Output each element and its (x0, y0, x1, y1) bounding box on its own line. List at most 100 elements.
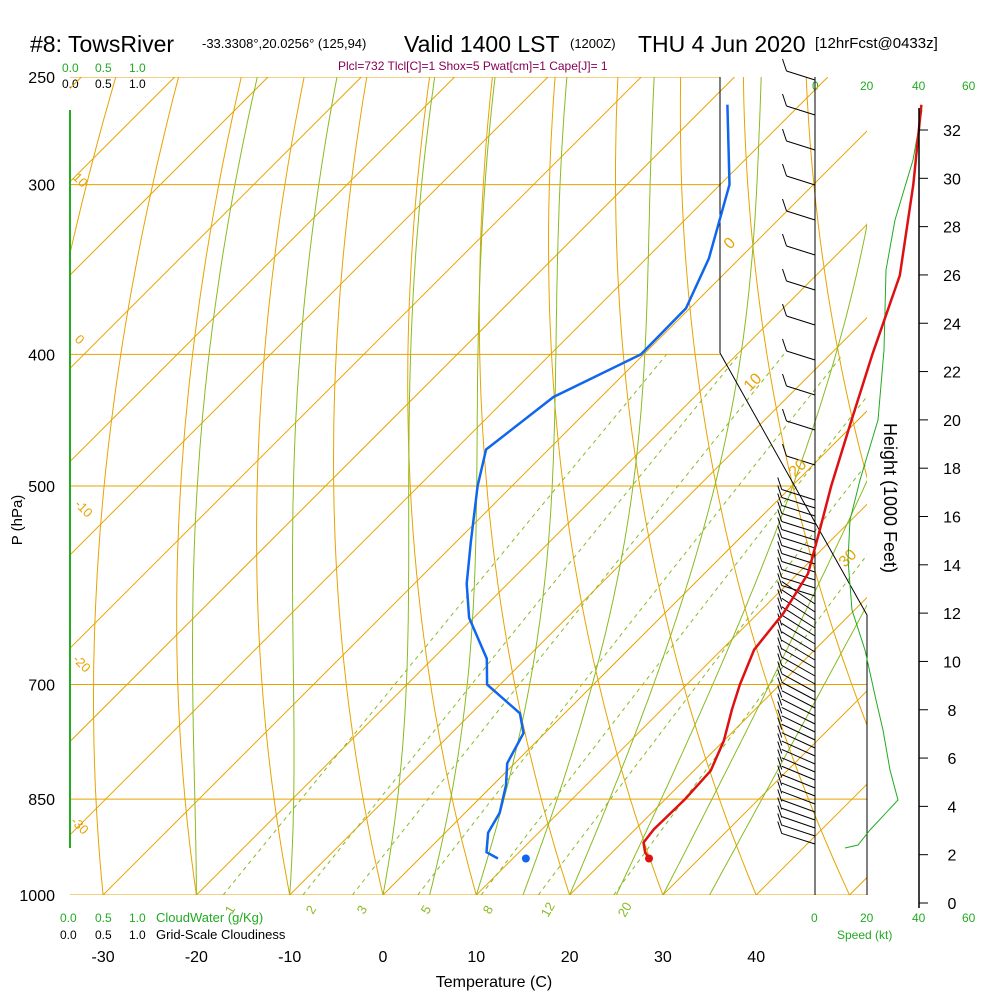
wind-barb-staff (781, 665, 816, 685)
wind-barb-flag (777, 645, 783, 658)
wind-barb-staff (781, 537, 816, 549)
wind-barb-flag (777, 725, 783, 738)
pressure-tick-label: 300 (28, 178, 55, 195)
speed-bottom-20: 20 (860, 911, 874, 925)
wind-barb-flag (782, 443, 787, 457)
height-tick-label: 32 (943, 123, 961, 140)
wind-barb (782, 408, 816, 431)
dry-adiabat-line (742, 77, 867, 727)
dry-adiabat-line (615, 77, 757, 895)
sounding-profiles (465, 104, 923, 863)
height-tick-label: 16 (943, 510, 961, 527)
wind-barb-staff (781, 623, 816, 645)
wind-barb (782, 128, 816, 151)
cloud-scale-bottom-0: 0.0 (60, 911, 77, 925)
wind-barb-flag (777, 781, 783, 794)
mixing-ratio-line (222, 353, 668, 895)
moist-adiabat-line (192, 77, 258, 895)
moist-adiabat-line (382, 77, 436, 895)
y-axis-label: P (hPa) (9, 495, 26, 546)
cloud-scale-top-0: 0.0 (62, 61, 79, 75)
cloudiness-scale-top-2: 1.0 (129, 77, 146, 91)
forecast-date: THU 4 Jun 2020 (638, 31, 805, 57)
wind-barb-flag (782, 338, 787, 352)
speed-bottom-40: 40 (912, 911, 926, 925)
wind-barb-staff (781, 681, 816, 701)
wind-barb (777, 485, 816, 509)
wind-barb-staff (781, 757, 816, 773)
wind-barb-flag (777, 813, 783, 826)
wind-barb (777, 501, 816, 525)
wind-barb (777, 557, 816, 581)
wind-barb-staff (786, 420, 816, 431)
wind-barb-staff (781, 639, 816, 661)
wind-barb-flag (777, 653, 783, 666)
wind-barb-flag (777, 493, 783, 506)
moist-adiabat-line (289, 77, 338, 895)
isotherm-line (849, 876, 867, 895)
wind-barb (777, 477, 816, 501)
wind-barb-staff (781, 581, 816, 605)
mixing-label-20: 20 (615, 899, 635, 919)
height-tick-label: 28 (943, 220, 961, 237)
wind-barb-staff (781, 790, 816, 805)
moist-adiabat-line (569, 77, 762, 895)
mixing-label-12: 12 (538, 899, 558, 919)
wind-barb (777, 677, 816, 701)
moist-adiabat-line (475, 77, 568, 895)
height-tick-label: 4 (948, 799, 957, 816)
speed-top-40: 40 (912, 79, 926, 93)
wind-barb (777, 597, 816, 621)
wind-barb-flag (782, 408, 787, 422)
wind-barb (782, 93, 816, 116)
wind-barb-staff (786, 140, 816, 151)
wind-barb-flag (777, 685, 783, 698)
wind-barb-staff (781, 569, 816, 581)
wind-barb-flag (782, 58, 787, 72)
temperature-tick-label: 40 (747, 949, 765, 966)
wind-barb-flag (777, 637, 783, 650)
wind-barb-staff (781, 824, 816, 837)
cloud-scale-top: 0.0 0.5 1.0 0.0 0.5 1.0 (62, 61, 146, 91)
zulu-time: (1200Z) (570, 36, 616, 51)
isotherm-line (70, 77, 455, 463)
temperature-tick-label: 20 (561, 949, 579, 966)
wind-barb (782, 303, 816, 326)
speed-label: Speed (kt) (837, 928, 892, 942)
mixing-ratio-line (537, 462, 867, 895)
wind-barb (777, 669, 816, 693)
dry-adiabat-line (332, 77, 384, 895)
wind-barb (777, 493, 816, 517)
wind-barb-staff (786, 315, 816, 326)
wind-barb (777, 629, 816, 653)
wind-barb (777, 797, 816, 821)
wind-barb (777, 733, 816, 757)
isotherm-line (70, 77, 362, 370)
temperature-tick-label: -20 (185, 949, 208, 966)
wind-barb-flag (777, 541, 783, 554)
isotherm-line (662, 690, 867, 895)
wind-barb-flag (777, 765, 783, 778)
wind-barb (777, 757, 816, 781)
wind-barb (777, 725, 816, 749)
temperature-tick-labels: -30 -20 -10 0 10 20 30 40 (92, 949, 766, 966)
wind-barb-flag (777, 821, 783, 834)
left-label-neg20: -20 (70, 652, 94, 676)
wind-barb (777, 717, 816, 741)
dry-adiabat-label-10: 10 (741, 370, 766, 395)
wind-barb-flag (782, 233, 787, 247)
wind-barb (777, 533, 816, 557)
wind-barb (777, 621, 816, 645)
wind-barb (777, 789, 816, 813)
wind-barb-staff (786, 245, 816, 256)
wind-barb-flag (777, 669, 783, 682)
wind-barb-staff (781, 807, 816, 821)
wind-barb-flag (777, 621, 783, 634)
wind-barb-flag (782, 198, 787, 212)
wind-barb-flag (777, 693, 783, 706)
speed-top-60: 60 (962, 79, 976, 93)
wind-barb-flag (777, 533, 783, 546)
wind-barb-flag (777, 549, 783, 562)
height-tick-label: 26 (943, 268, 961, 285)
